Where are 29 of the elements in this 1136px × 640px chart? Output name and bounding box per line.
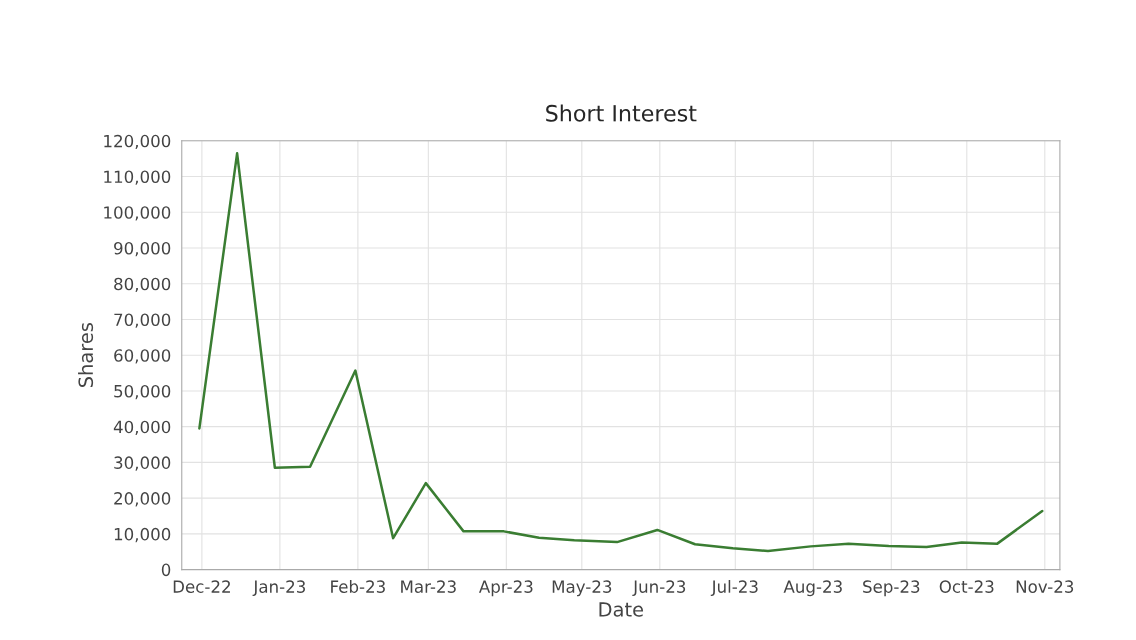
chart-title: Short Interest: [546, 104, 697, 122]
x-tick-label: Sep-23: [863, 580, 920, 597]
x-tick-label: Nov-23: [1016, 580, 1074, 593]
x-axis-title: Date: [599, 602, 644, 617]
x-tick-label: Jul-23: [710, 580, 758, 597]
x-tick-label: Aug-23: [783, 580, 842, 597]
y-tick-label: 40,000: [113, 420, 171, 435]
x-tick-label: Apr-23: [478, 580, 533, 597]
x-tick-label: Jun-23: [632, 580, 686, 597]
x-tick-label: Dec-22: [173, 580, 230, 593]
y-tick-label: 70,000: [114, 313, 171, 328]
y-tick-label: 30,000: [114, 456, 171, 471]
x-tick-label: May-23: [552, 580, 612, 597]
y-tick-label: 0: [161, 563, 171, 577]
x-tick-label: Feb-23: [331, 580, 385, 593]
y-tick-label: 50,000: [114, 384, 171, 400]
y-tick-label: 10,000: [114, 527, 171, 543]
y-tick-label: 100,000: [104, 206, 171, 221]
y-tick-label: 120,000: [104, 134, 171, 150]
y-axis-title: Shares: [78, 323, 94, 388]
y-tick-label: 110,000: [104, 170, 171, 185]
x-tick-label: Oct-23: [939, 580, 994, 593]
y-tick-label: 80,000: [114, 277, 171, 292]
y-tick-label: 20,000: [114, 492, 171, 507]
y-tick-label: 60,000: [114, 349, 171, 364]
x-tick-label: Mar-23: [401, 580, 456, 593]
y-tick-label: 90,000: [114, 241, 171, 257]
x-tick-label: Jan-23: [252, 580, 306, 597]
line-series: [198, 152, 1044, 553]
